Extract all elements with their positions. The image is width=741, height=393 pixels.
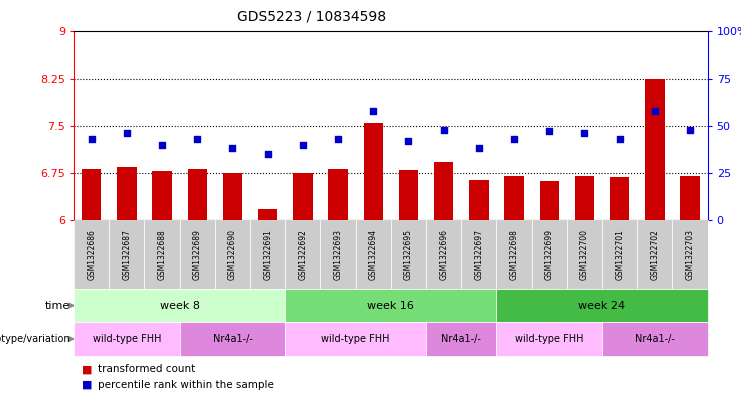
Point bbox=[227, 145, 239, 152]
Bar bbox=[223, 173, 242, 220]
Bar bbox=[153, 171, 172, 220]
Text: GSM1322699: GSM1322699 bbox=[545, 229, 554, 280]
Point bbox=[543, 128, 555, 134]
Text: transformed count: transformed count bbox=[98, 364, 195, 375]
Point bbox=[86, 136, 98, 142]
Text: GSM1322702: GSM1322702 bbox=[651, 229, 659, 280]
Bar bbox=[399, 171, 418, 220]
Bar bbox=[469, 180, 488, 220]
Text: GSM1322703: GSM1322703 bbox=[685, 229, 694, 280]
Bar bbox=[82, 169, 102, 220]
Bar bbox=[680, 176, 700, 220]
Text: GSM1322691: GSM1322691 bbox=[263, 229, 272, 280]
Bar bbox=[434, 162, 453, 220]
Bar bbox=[117, 167, 136, 220]
Text: week 8: week 8 bbox=[160, 301, 199, 310]
Text: ■: ■ bbox=[82, 364, 92, 375]
Bar bbox=[258, 209, 277, 220]
Text: GSM1322688: GSM1322688 bbox=[158, 229, 167, 280]
Point bbox=[614, 136, 625, 142]
Point bbox=[684, 127, 696, 133]
Text: GSM1322700: GSM1322700 bbox=[580, 229, 589, 280]
Point bbox=[508, 136, 520, 142]
Text: GSM1322689: GSM1322689 bbox=[193, 229, 202, 280]
Point bbox=[262, 151, 273, 157]
Bar bbox=[364, 123, 383, 220]
Text: GSM1322686: GSM1322686 bbox=[87, 229, 96, 280]
Text: wild-type FHH: wild-type FHH bbox=[93, 334, 161, 344]
Text: time: time bbox=[45, 301, 70, 310]
Point bbox=[156, 141, 168, 148]
Text: week 24: week 24 bbox=[579, 301, 625, 310]
Point bbox=[297, 141, 309, 148]
Text: Nr4a1-/-: Nr4a1-/- bbox=[213, 334, 253, 344]
Bar bbox=[575, 176, 594, 220]
Text: GSM1322692: GSM1322692 bbox=[299, 229, 308, 280]
Point bbox=[121, 130, 133, 136]
Bar bbox=[187, 169, 207, 220]
Bar bbox=[505, 176, 524, 220]
Text: GSM1322698: GSM1322698 bbox=[510, 229, 519, 280]
Text: ■: ■ bbox=[82, 380, 92, 390]
Text: GSM1322695: GSM1322695 bbox=[404, 229, 413, 280]
Point bbox=[191, 136, 203, 142]
Text: Nr4a1-/-: Nr4a1-/- bbox=[442, 334, 481, 344]
Text: GSM1322690: GSM1322690 bbox=[228, 229, 237, 280]
Point bbox=[579, 130, 591, 136]
Point bbox=[438, 127, 450, 133]
Bar bbox=[645, 79, 665, 220]
Text: GSM1322697: GSM1322697 bbox=[474, 229, 483, 280]
Text: week 16: week 16 bbox=[368, 301, 414, 310]
Text: GSM1322693: GSM1322693 bbox=[333, 229, 342, 280]
Text: GSM1322694: GSM1322694 bbox=[369, 229, 378, 280]
Text: Nr4a1-/-: Nr4a1-/- bbox=[635, 334, 675, 344]
Text: GSM1322687: GSM1322687 bbox=[122, 229, 131, 280]
Text: genotype/variation: genotype/variation bbox=[0, 334, 70, 344]
Text: GSM1322696: GSM1322696 bbox=[439, 229, 448, 280]
Bar bbox=[610, 177, 629, 220]
Text: percentile rank within the sample: percentile rank within the sample bbox=[98, 380, 273, 390]
Bar bbox=[293, 173, 313, 220]
Point bbox=[368, 108, 379, 114]
Point bbox=[332, 136, 344, 142]
Text: GDS5223 / 10834598: GDS5223 / 10834598 bbox=[236, 10, 386, 24]
Point bbox=[473, 145, 485, 152]
Point bbox=[402, 138, 414, 144]
Text: wild-type FHH: wild-type FHH bbox=[322, 334, 390, 344]
Text: wild-type FHH: wild-type FHH bbox=[515, 334, 583, 344]
Text: GSM1322701: GSM1322701 bbox=[615, 229, 624, 280]
Bar bbox=[328, 169, 348, 220]
Point bbox=[649, 108, 661, 114]
Bar bbox=[539, 181, 559, 220]
